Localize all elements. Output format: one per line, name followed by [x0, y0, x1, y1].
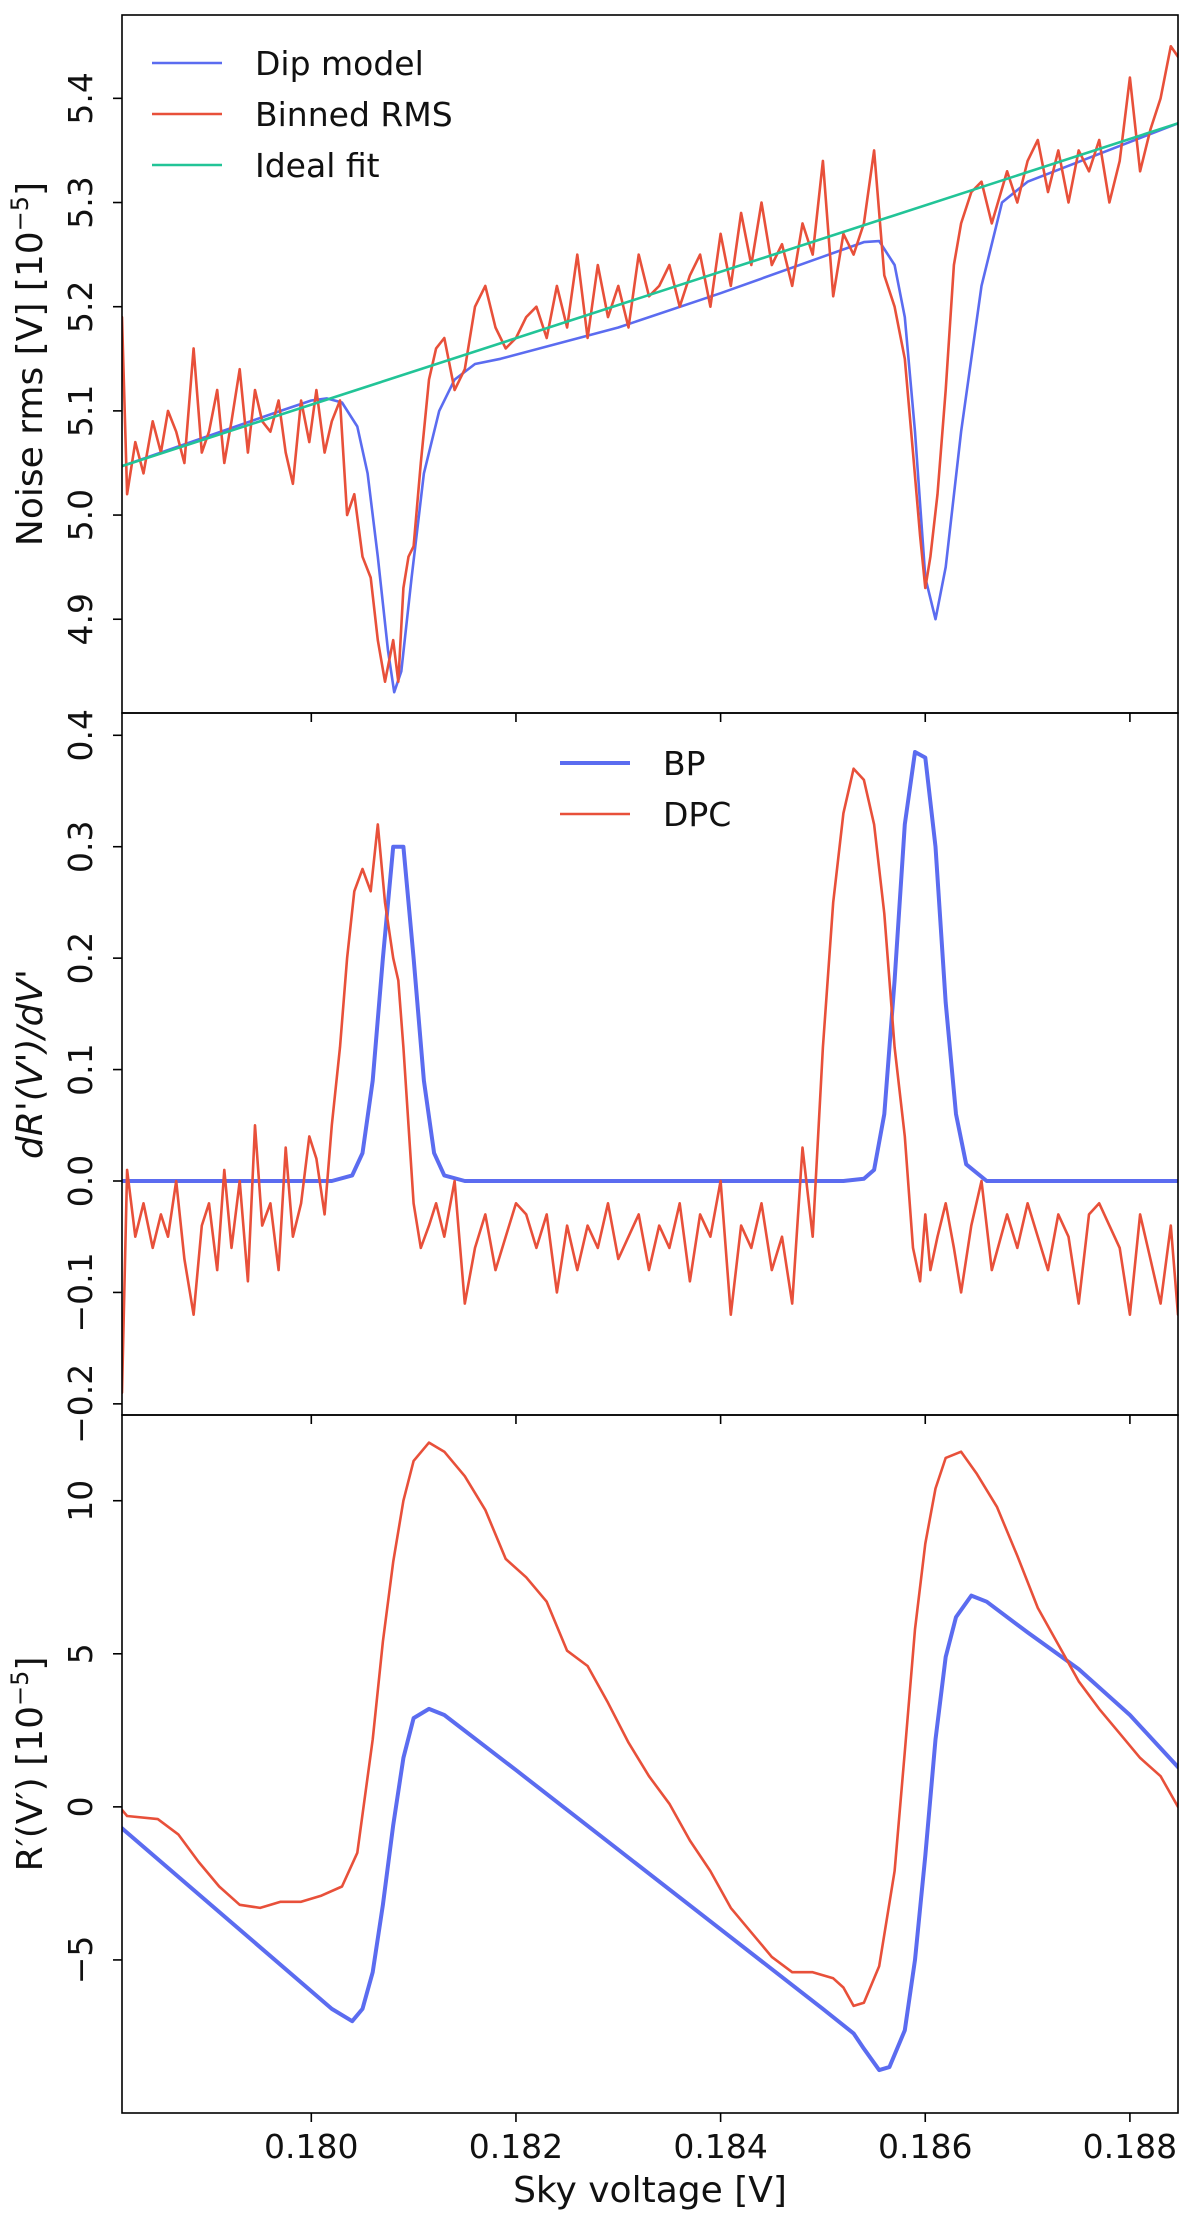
series-line-binned-rms: [122, 45, 1178, 683]
y-tick-label: 0.3: [61, 820, 100, 872]
y-tick-label: 5.0: [61, 489, 100, 541]
y-axis-label-close: ]: [10, 1657, 51, 1671]
y-axis-label-exponent: −5: [6, 1671, 34, 1706]
x-tick-label: 0.184: [673, 2127, 767, 2166]
legend-label: Binned RMS: [255, 95, 453, 134]
x-tick-label: 0.188: [1083, 2127, 1177, 2166]
y-axis-label-close: ]: [10, 182, 51, 196]
series-line-bp: [122, 750, 1178, 1183]
y-tick-label: 0.0: [61, 1155, 100, 1207]
y-axis-label: Noise rms [V] [10−5]: [6, 182, 51, 546]
y-tick-label: 10: [61, 1480, 100, 1522]
y-tick-label: 5.2: [61, 280, 100, 332]
y-axis-label-exponent: −5: [6, 196, 34, 231]
y-tick-label: 0.4: [61, 709, 100, 761]
y-tick-label: 5.4: [61, 72, 100, 124]
y-axis-label: R′(V′) [10−5]: [6, 1657, 51, 1872]
y-axis-label: dR'(V')/dV': [10, 969, 51, 1159]
series-line-dpc: [122, 767, 1178, 1394]
x-tick-label: 0.186: [878, 2127, 972, 2166]
y-tick-label: −0.1: [61, 1252, 100, 1332]
legend: BP DPC: [560, 744, 731, 834]
legend-label: Ideal fit: [255, 146, 380, 185]
y-tick-label: 4.9: [61, 593, 100, 645]
legend: Dip model Binned RMS Ideal fit: [152, 44, 453, 185]
y-tick-label: −5: [61, 1936, 100, 1985]
series-line-dpc: [122, 1441, 1178, 2008]
panel-r-prime: −5 0 5 10 0.180 0.182 0.184 0.186 0.188 R′(V′) [1…: [6, 1414, 1179, 2166]
plot-frame: [121, 1414, 1179, 2114]
y-tick-label: 5.1: [61, 385, 100, 437]
y-tick-label: 5.3: [61, 176, 100, 228]
series-line-bp: [122, 1593, 1178, 2073]
legend-label: Dip model: [255, 44, 424, 83]
y-tick-label: 0.2: [61, 932, 100, 984]
legend-label: DPC: [663, 795, 731, 834]
x-tick-label: 0.180: [264, 2127, 358, 2166]
series-line-dip-model: [122, 122, 1178, 694]
y-axis-label-main: R′(V′) [10: [10, 1706, 51, 1871]
shared-x-axis: Sky voltage [V]: [513, 2170, 787, 2211]
series-line-ideal-fit: [122, 122, 1178, 468]
y-tick-label: 5: [61, 1643, 100, 1664]
y-tick-label: −0.2: [61, 1364, 100, 1444]
y-tick-label: 0: [61, 1796, 100, 1817]
y-tick-label: 0.1: [61, 1043, 100, 1095]
panel-derivative: −0.2 −0.1 0.0 0.1 0.2 0.3 0.4 dR'(V')/dV' BP DPC: [10, 709, 1179, 1444]
x-axis-label: Sky voltage [V]: [513, 2170, 787, 2211]
legend-label: BP: [663, 744, 706, 783]
y-axis-label-main: Noise rms [V] [10: [10, 231, 51, 546]
panel-noise-rms: 4.9 5.0 5.1 5.2 5.3 5.4 Noise rms [V] [10−5] Di…: [6, 14, 1179, 722]
x-tick-label: 0.182: [469, 2127, 563, 2166]
plot-frame: [121, 712, 1179, 1416]
